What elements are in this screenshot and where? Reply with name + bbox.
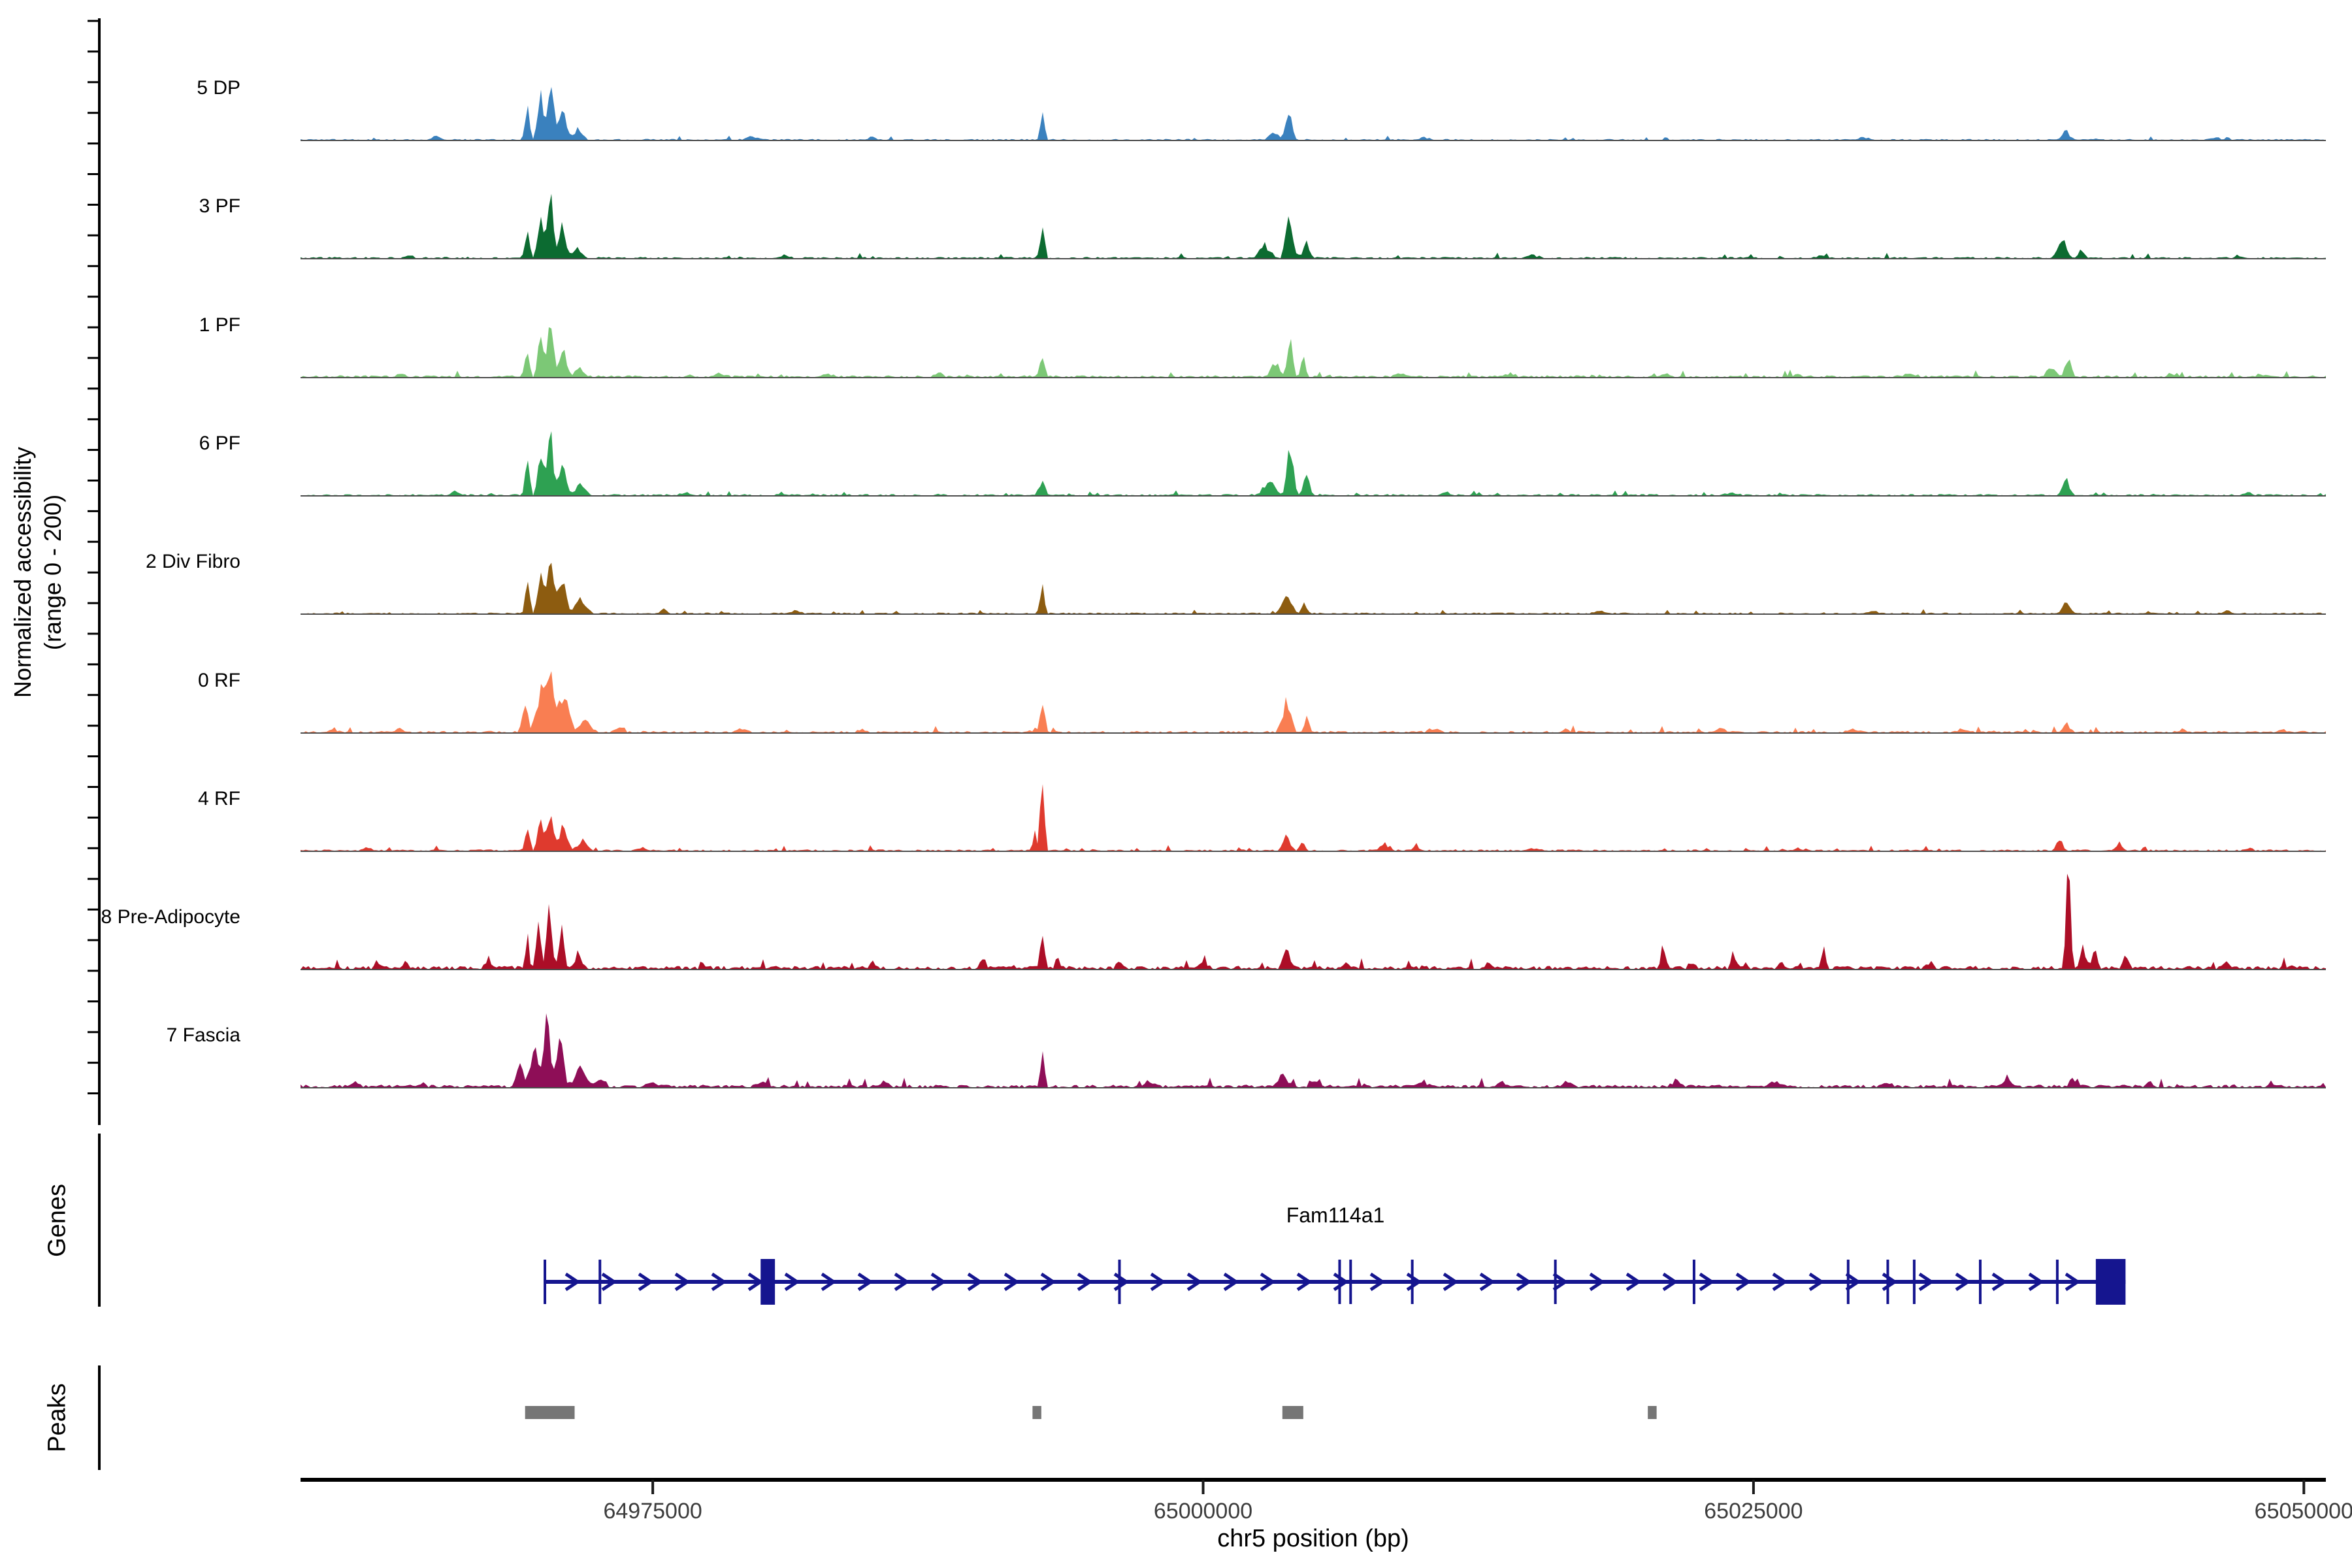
gene-strand-arrow [711, 1272, 727, 1292]
x-tick-label: 65050000 [2254, 1499, 2352, 1524]
track-area-7-fascia [301, 1013, 2326, 1088]
gene-strand-arrow [1186, 1272, 1203, 1292]
gene-strand-arrow [1150, 1272, 1166, 1292]
gene-strand-arrow [1662, 1272, 1678, 1292]
track-area-1-pf [301, 327, 2326, 378]
x-tick-label: 64975000 [603, 1499, 702, 1524]
track-label-5-dp: 5 DP [197, 77, 240, 99]
track-label-2-div-fibro: 2 Div Fibro [145, 551, 240, 572]
track-area-0-rf [301, 671, 2326, 733]
gene-strand-arrow [1552, 1272, 1569, 1292]
gene-strand-arrow [674, 1272, 691, 1292]
gene-strand-arrow [1369, 1272, 1386, 1292]
track-area-3-pf [301, 193, 2326, 259]
gene-strand-arrow [1625, 1272, 1642, 1292]
gene-strand-arrow [638, 1272, 654, 1292]
gene-strand-arrow [2065, 1272, 2081, 1292]
gene-strand-arrow [857, 1272, 874, 1292]
peak-region [1282, 1406, 1303, 1419]
x-tick-label: 65025000 [1704, 1499, 1803, 1524]
gene-strand-arrow [1516, 1272, 1532, 1292]
peaks-section-label: Peaks [43, 1383, 71, 1452]
gene-name-label: Fam114a1 [1286, 1203, 1385, 1227]
gene-strand-arrow [1260, 1272, 1276, 1292]
y-axis-label: Normalized accessibility (range 0 - 200) [8, 447, 68, 698]
track-label-1-pf: 1 PF [199, 314, 240, 336]
genes-section-label: Genes [43, 1184, 71, 1257]
track-label-8-pre-adipocyte: 8 Pre-Adipocyte [101, 906, 240, 928]
gene-strand-arrow [1918, 1272, 1935, 1292]
gene-strand-arrow [930, 1272, 947, 1292]
gene-strand-arrow [1479, 1272, 1495, 1292]
peak-region [1032, 1406, 1041, 1419]
gene-strand-arrow [1808, 1272, 1825, 1292]
gene-strand-arrow [1955, 1272, 1971, 1292]
track-label-3-pf: 3 PF [199, 195, 240, 217]
gene-strand-arrow [1040, 1272, 1056, 1292]
gene-strand-arrow [1772, 1272, 1788, 1292]
gene-strand-arrow [2028, 1272, 2044, 1292]
track-area-4-rf [301, 784, 2326, 851]
gene-strand-arrow [1333, 1272, 1349, 1292]
track-area-5-dp [301, 87, 2326, 140]
gene-strand-arrow [1004, 1272, 1020, 1292]
gene-exon-block [2095, 1259, 2126, 1305]
gene-strand-arrow [1443, 1272, 1459, 1292]
track-label-6-pf: 6 PF [199, 433, 240, 454]
x-axis-title: chr5 position (bp) [1217, 1525, 1409, 1552]
track-area-6-pf [301, 431, 2326, 496]
x-tick-label: 65000000 [1153, 1499, 1253, 1524]
track-label-4-rf: 4 RF [197, 788, 240, 809]
gene-strand-arrow [1077, 1272, 1093, 1292]
track-area-2-div-fibro [301, 563, 2326, 614]
gene-strand-arrow [1845, 1272, 1861, 1292]
gene-strand-arrow [1223, 1272, 1239, 1292]
gene-strand-arrow [894, 1272, 910, 1292]
gene-strand-arrow [1589, 1272, 1605, 1292]
y-axis-label-line1: Normalized accessibility [9, 446, 36, 698]
gene-strand-arrow [1699, 1272, 1715, 1292]
gene-strand-arrow [1991, 1272, 2008, 1292]
gene-strand-arrow [821, 1272, 837, 1292]
track-label-7-fascia: 7 Fascia [166, 1024, 240, 1046]
track-label-0-rf: 0 RF [197, 670, 240, 691]
gene-strand-arrow [1735, 1272, 1752, 1292]
track-area-8-pre-adipocyte [301, 874, 2326, 970]
gene-strand-arrow [747, 1272, 764, 1292]
gene-strand-arrow [967, 1272, 983, 1292]
gene-strand-arrow [564, 1272, 581, 1292]
y-axis-label-line2: (range 0 - 200) [39, 494, 66, 651]
gene-strand-arrow [784, 1272, 800, 1292]
gene-strand-arrow [601, 1272, 617, 1292]
peak-region [1648, 1406, 1657, 1419]
gene-exon-block [760, 1259, 776, 1305]
gene-strand-arrow [1296, 1272, 1313, 1292]
peak-region [525, 1406, 575, 1419]
